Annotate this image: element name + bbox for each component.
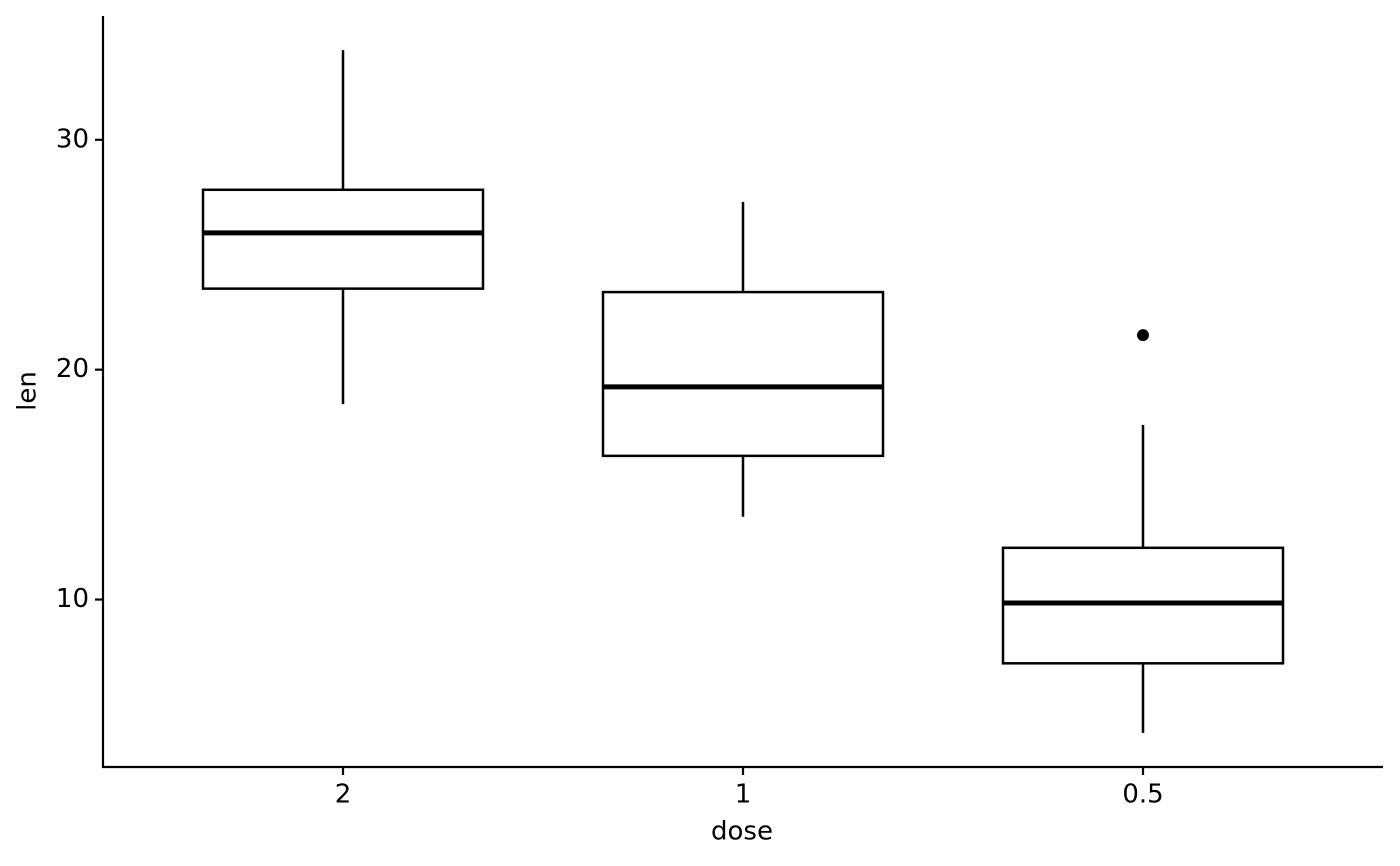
x-tick-label: 1 xyxy=(735,780,752,810)
x-tick-label: 0.5 xyxy=(1122,780,1163,810)
outlier xyxy=(1137,329,1149,342)
y-tick-label: 20 xyxy=(56,354,89,384)
box xyxy=(1001,546,1285,665)
x-tick-label: 2 xyxy=(335,780,352,810)
y-axis-label: len xyxy=(13,371,43,411)
y-tick-label: 10 xyxy=(56,584,89,614)
box xyxy=(601,290,885,458)
x-axis-label: dose xyxy=(711,817,773,847)
box xyxy=(201,188,485,290)
y-tick-label: 30 xyxy=(56,124,89,154)
